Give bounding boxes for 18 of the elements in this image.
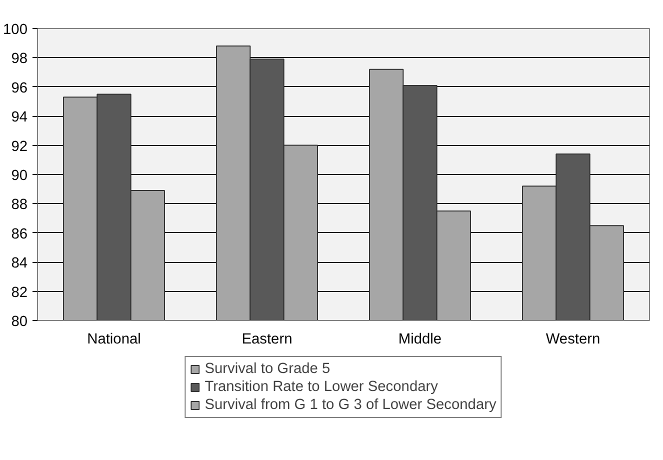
y-tick-label: 100 [3, 22, 28, 38]
x-tick-label: Eastern [242, 332, 292, 348]
y-tick-label: 84 [11, 256, 28, 272]
x-tick-label: National [87, 332, 141, 348]
y-tick-label: 88 [11, 197, 28, 214]
x-tick-label: Western [546, 332, 600, 348]
y-tick-label: 82 [11, 284, 28, 301]
legend-label: Survival to Grade 5 [204, 361, 330, 377]
y-tick-label: 98 [11, 51, 28, 68]
y-tick-label: 92 [11, 138, 28, 155]
legend-label: Transition Rate to Lower Secondary [204, 379, 438, 395]
y-tick-label: 80 [11, 314, 28, 330]
y-tick-label: 94 [11, 110, 28, 126]
x-tick-label: Middle [398, 332, 442, 348]
y-tick-label: 90 [11, 168, 28, 184]
legend-label: Survival from G 1 to G 3 of Lower Secondary [204, 397, 496, 413]
y-tick-label: 86 [11, 226, 28, 242]
y-tick-label: 96 [11, 80, 28, 96]
